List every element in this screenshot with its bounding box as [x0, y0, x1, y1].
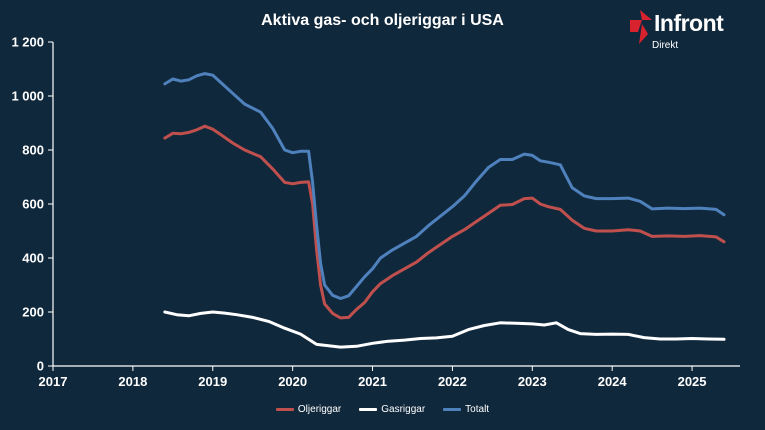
- y-tick-label: 200: [22, 305, 44, 320]
- y-tick-label: 0: [37, 359, 44, 374]
- x-tick-label: 2021: [358, 374, 387, 389]
- x-tick-label: 2022: [438, 374, 467, 389]
- chart-legend: Oljeriggar Gasriggar Totalt: [0, 404, 765, 415]
- series-line-totalt: [163, 72, 726, 300]
- legend-label-oljeriggar: Oljeriggar: [297, 404, 342, 415]
- legend-label-gasriggar: Gasriggar: [381, 404, 426, 415]
- infront-logo-mark-icon: [630, 10, 652, 44]
- x-tick-label: 2025: [678, 374, 707, 389]
- legend-item-totalt: Totalt: [443, 404, 489, 415]
- x-tick-label: 2017: [39, 374, 68, 389]
- x-tick-label: 2020: [278, 374, 307, 389]
- y-tick-label: 1 000: [11, 89, 44, 104]
- logo-subtitle: Direkt: [652, 40, 679, 51]
- y-tick-label: 1 200: [11, 35, 44, 50]
- series-line-oljeriggar: [163, 124, 726, 320]
- logo-wordmark: Infront: [654, 10, 724, 36]
- series-layer: [163, 72, 726, 349]
- x-tick-label: 2019: [198, 374, 227, 389]
- x-tick-label: 2018: [118, 374, 147, 389]
- series-line-gasriggar: [163, 310, 726, 349]
- legend-label-totalt: Totalt: [465, 404, 490, 415]
- legend-item-gasriggar: Gasriggar: [359, 404, 425, 415]
- y-tick-label: 400: [22, 251, 44, 266]
- chart-title: Aktiva gas- och oljeriggar i USA: [261, 12, 504, 29]
- axis-layer: 0 200 400 600 800 1 000 1 200 2017 2018 2019 2020 2…: [11, 35, 740, 389]
- legend-swatch-gasriggar: [359, 408, 378, 411]
- legend-item-oljeriggar: Oljeriggar: [275, 404, 342, 415]
- y-tick-label: 800: [22, 143, 44, 158]
- x-tick-label: 2024: [598, 374, 628, 389]
- legend-swatch-oljeriggar: [275, 408, 294, 411]
- x-tick-label: 2023: [518, 374, 547, 389]
- legend-swatch-totalt: [443, 408, 462, 411]
- infront-logo: Infront Direkt: [630, 10, 750, 54]
- y-tick-label: 600: [22, 197, 44, 212]
